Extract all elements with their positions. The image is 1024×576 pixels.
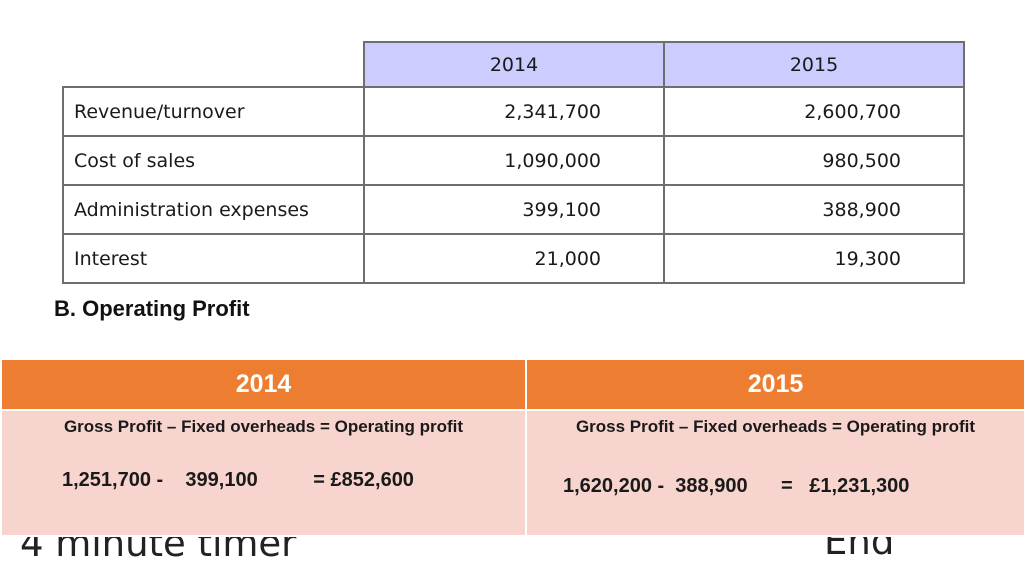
financials-header-row: 2014 2015 xyxy=(63,41,965,88)
calculation-text: 1,251,700 - 399,100 = £852,600 xyxy=(62,469,414,491)
row-label: Cost of sales xyxy=(62,135,365,186)
formula-text: Gross Profit – Fixed overheads = Operati… xyxy=(63,417,464,436)
operating-profit-cell-2015: Gross Profit – Fixed overheads = Operati… xyxy=(525,409,1024,537)
row-value-2014: 21,000 xyxy=(363,233,665,284)
operating-profit-year-header: 2015 xyxy=(525,358,1024,411)
financials-table: 2014 2015 Revenue/turnover 2,341,700 2,6… xyxy=(62,41,965,284)
operating-profit-table: 2014 2015 Gross Profit – Fixed overheads… xyxy=(0,358,1024,537)
financials-corner-cell xyxy=(63,42,365,88)
formula-text: Gross Profit – Fixed overheads = Operati… xyxy=(575,417,976,436)
row-value-2014: 2,341,700 xyxy=(363,86,665,137)
row-value-2015: 19,300 xyxy=(663,233,965,284)
operating-profit-cell-2014: Gross Profit – Fixed overheads = Operati… xyxy=(0,409,527,537)
table-row: Administration expenses 399,100 388,900 xyxy=(62,184,965,235)
row-value-2015: 980,500 xyxy=(663,135,965,186)
operating-profit-header-row: 2014 2015 xyxy=(0,358,1024,411)
operating-profit-year-header: 2014 xyxy=(0,358,527,411)
table-row: Interest 21,000 19,300 xyxy=(62,233,965,284)
financials-year-header: 2015 xyxy=(663,41,965,88)
table-row: Cost of sales 1,090,000 980,500 xyxy=(62,135,965,186)
financials-year-header: 2014 xyxy=(363,41,665,88)
section-heading: B. Operating Profit xyxy=(54,296,250,321)
row-value-2015: 388,900 xyxy=(663,184,965,235)
row-label: Revenue/turnover xyxy=(62,86,365,137)
operating-profit-body-row: Gross Profit – Fixed overheads = Operati… xyxy=(0,409,1024,537)
row-value-2015: 2,600,700 xyxy=(663,86,965,137)
row-label: Administration expenses xyxy=(62,184,365,235)
row-label: Interest xyxy=(62,233,365,284)
calculation-text: 1,620,200 - 388,900 = £1,231,300 xyxy=(563,475,910,497)
row-value-2014: 1,090,000 xyxy=(363,135,665,186)
table-row: Revenue/turnover 2,341,700 2,600,700 xyxy=(62,86,965,137)
row-value-2014: 399,100 xyxy=(363,184,665,235)
